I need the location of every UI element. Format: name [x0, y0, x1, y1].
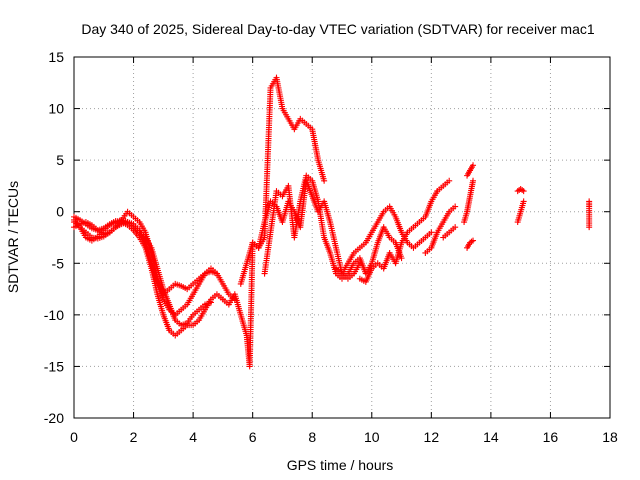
data-point-marker: [470, 162, 477, 169]
chart-title: Day 340 of 2025, Sidereal Day-to-day VTE…: [81, 21, 594, 37]
data-point-marker: [452, 224, 459, 231]
data-point-marker: [213, 270, 220, 277]
data-point-marker: [452, 203, 459, 210]
x-axis-ticks: 0 2 4 6 8 10 12 14 16 18: [70, 57, 618, 445]
data-point-marker: [321, 177, 328, 184]
y-axis-ticks: -20 -15 -10 -5 0 5 10 15: [44, 49, 610, 426]
data-point-marker: [520, 188, 527, 195]
x-tick-label: 16: [543, 429, 559, 445]
y-tick-label: -5: [52, 255, 65, 271]
x-tick-label: 2: [130, 429, 138, 445]
y-tick-label: 0: [56, 204, 64, 220]
data-point-marker: [428, 229, 435, 236]
x-tick-label: 10: [364, 429, 380, 445]
data-points: [71, 74, 593, 370]
data-point-marker: [446, 177, 453, 184]
data-point-marker: [470, 177, 477, 184]
data-point-marker: [586, 224, 593, 231]
data-point-marker: [470, 237, 477, 244]
y-tick-label: -15: [44, 358, 64, 374]
y-tick-label: 5: [56, 152, 64, 168]
data-point-marker: [520, 198, 527, 205]
y-tick-label: -10: [44, 307, 64, 323]
y-tick-label: 15: [48, 49, 64, 65]
x-tick-label: 14: [483, 429, 499, 445]
grid-lines: [74, 57, 610, 418]
x-tick-label: 4: [189, 429, 197, 445]
data-point-marker: [519, 187, 526, 194]
x-tick-label: 18: [602, 429, 618, 445]
x-axis-label: GPS time / hours: [287, 457, 394, 473]
plot-frame: [73, 56, 611, 419]
x-tick-label: 8: [308, 429, 316, 445]
data-point-marker: [398, 255, 405, 262]
y-tick-label: -20: [44, 410, 64, 426]
x-tick-label: 12: [424, 429, 440, 445]
x-tick-label: 0: [70, 429, 78, 445]
y-axis-label: SDTVAR / TECUs: [5, 181, 21, 293]
y-tick-label: 10: [48, 101, 64, 117]
data-point-marker: [207, 299, 214, 306]
x-tick-label: 6: [249, 429, 257, 445]
